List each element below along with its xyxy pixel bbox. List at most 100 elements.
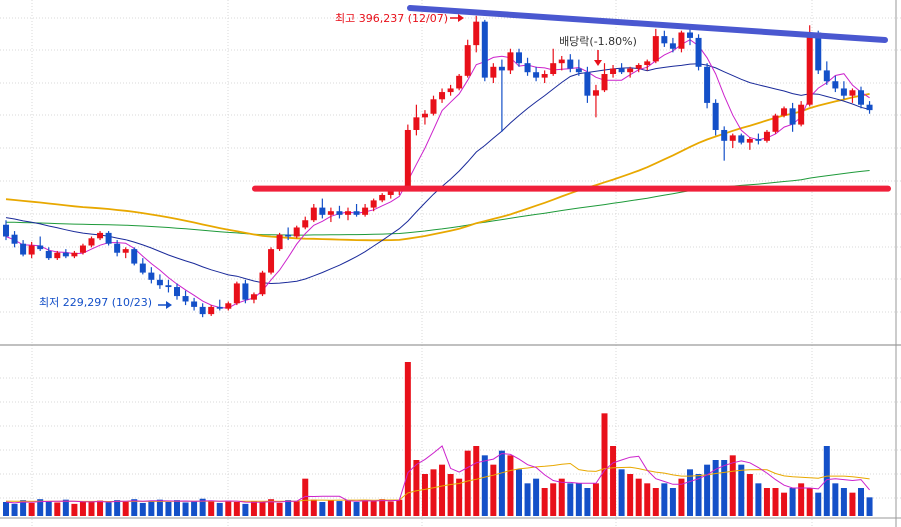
candle-body: [156, 279, 163, 286]
candle-body: [3, 224, 9, 237]
volume-bar: [285, 500, 292, 516]
candle-body: [122, 249, 129, 253]
candle-body: [678, 32, 685, 49]
candle-body: [729, 135, 736, 141]
volume-bar: [498, 450, 505, 516]
low-label: 최저 229,297 (10/23): [39, 296, 152, 309]
volume-bar: [139, 502, 146, 516]
candle-body: [268, 249, 275, 273]
volume-bar: [695, 474, 702, 516]
volume-ma5: [5, 445, 870, 504]
ma60-line: [5, 93, 870, 242]
volume-bar: [627, 474, 634, 516]
volume-bar: [712, 460, 719, 516]
candle-body: [789, 108, 796, 125]
candle-body: [798, 104, 805, 125]
candle-body: [439, 92, 446, 100]
candle-body: [327, 211, 334, 215]
volume-bar: [191, 501, 198, 516]
candle-body: [823, 70, 830, 82]
candle-body: [199, 306, 206, 315]
candle-body: [541, 74, 548, 78]
volume-bar: [516, 469, 522, 516]
volume-bar: [225, 500, 232, 516]
volume-bar: [840, 488, 847, 516]
volume-bar: [216, 502, 223, 516]
candle-body: [45, 250, 52, 259]
volume-bar: [849, 492, 856, 516]
candle-body: [815, 32, 822, 71]
volume-bar: [763, 488, 770, 516]
trend-lines: [252, 5, 891, 192]
candle-body: [832, 81, 839, 89]
volume-bar: [456, 478, 463, 516]
candle-body: [131, 249, 138, 264]
volume-bar: [199, 498, 206, 516]
volume-bar: [430, 469, 437, 516]
volume-bar: [661, 483, 668, 516]
candle-body: [644, 61, 651, 65]
resistance-line: [407, 5, 888, 43]
volume-panel: [3, 362, 873, 516]
volume-bar: [558, 478, 565, 516]
candle-body: [114, 243, 121, 253]
candle-body: [71, 252, 78, 257]
volume-bar: [490, 464, 497, 516]
volume-bar: [71, 503, 78, 516]
candle-body: [259, 272, 266, 295]
candle-body: [550, 63, 557, 75]
volume-bar: [550, 483, 557, 516]
volume-bar: [610, 446, 617, 516]
volume-bar: [584, 488, 591, 516]
volume-bar: [208, 501, 215, 516]
volume-bar: [601, 413, 608, 516]
candle-body: [721, 129, 728, 141]
candle-body: [490, 66, 497, 78]
volume-bar: [302, 478, 309, 516]
volume-bar: [11, 503, 18, 516]
candle-body: [524, 63, 531, 73]
candle-body: [652, 36, 659, 62]
candle-body: [276, 234, 283, 250]
candle-body: [182, 296, 189, 302]
candle-body: [97, 232, 104, 239]
volume-ma20: [5, 462, 870, 503]
candle-body: [250, 294, 257, 300]
candle-body: [575, 68, 582, 73]
volume-bar: [473, 446, 480, 516]
candle-body: [319, 207, 326, 215]
volume-bar: [242, 503, 249, 516]
volume-bar: [88, 501, 95, 516]
candle-body: [379, 194, 386, 201]
volume-bar: [105, 502, 112, 516]
candle-body: [516, 52, 522, 64]
candle-body: [216, 306, 223, 309]
candle-body: [88, 238, 95, 246]
volume-bar: [729, 455, 736, 516]
volume-bar: [421, 474, 428, 516]
volume-bar: [635, 478, 642, 516]
volume-bar: [541, 488, 548, 516]
annotations: 최고 396,237 (12/07) 최저 229,297 (10/23) 배당…: [39, 12, 637, 309]
dividend-label: 배당락(-1.80%): [559, 35, 637, 48]
ma120-line: [5, 170, 870, 236]
volume-bar: [37, 499, 44, 516]
volume-bar: [815, 492, 822, 516]
candle-body: [849, 90, 856, 96]
candle-body: [165, 285, 172, 288]
candle-body: [421, 113, 428, 118]
candle-body: [105, 232, 112, 244]
volume-bar: [866, 497, 873, 516]
volume-bar: [122, 501, 129, 516]
volume-bar: [575, 483, 582, 516]
candle-body: [772, 115, 779, 132]
volume-bar: [3, 502, 9, 516]
low-arrow-head: [166, 301, 172, 309]
volume-bar: [806, 488, 813, 516]
candle-body: [11, 234, 18, 244]
volume-bar: [652, 488, 659, 516]
candle-body: [233, 283, 240, 304]
volume-bar: [370, 501, 377, 516]
